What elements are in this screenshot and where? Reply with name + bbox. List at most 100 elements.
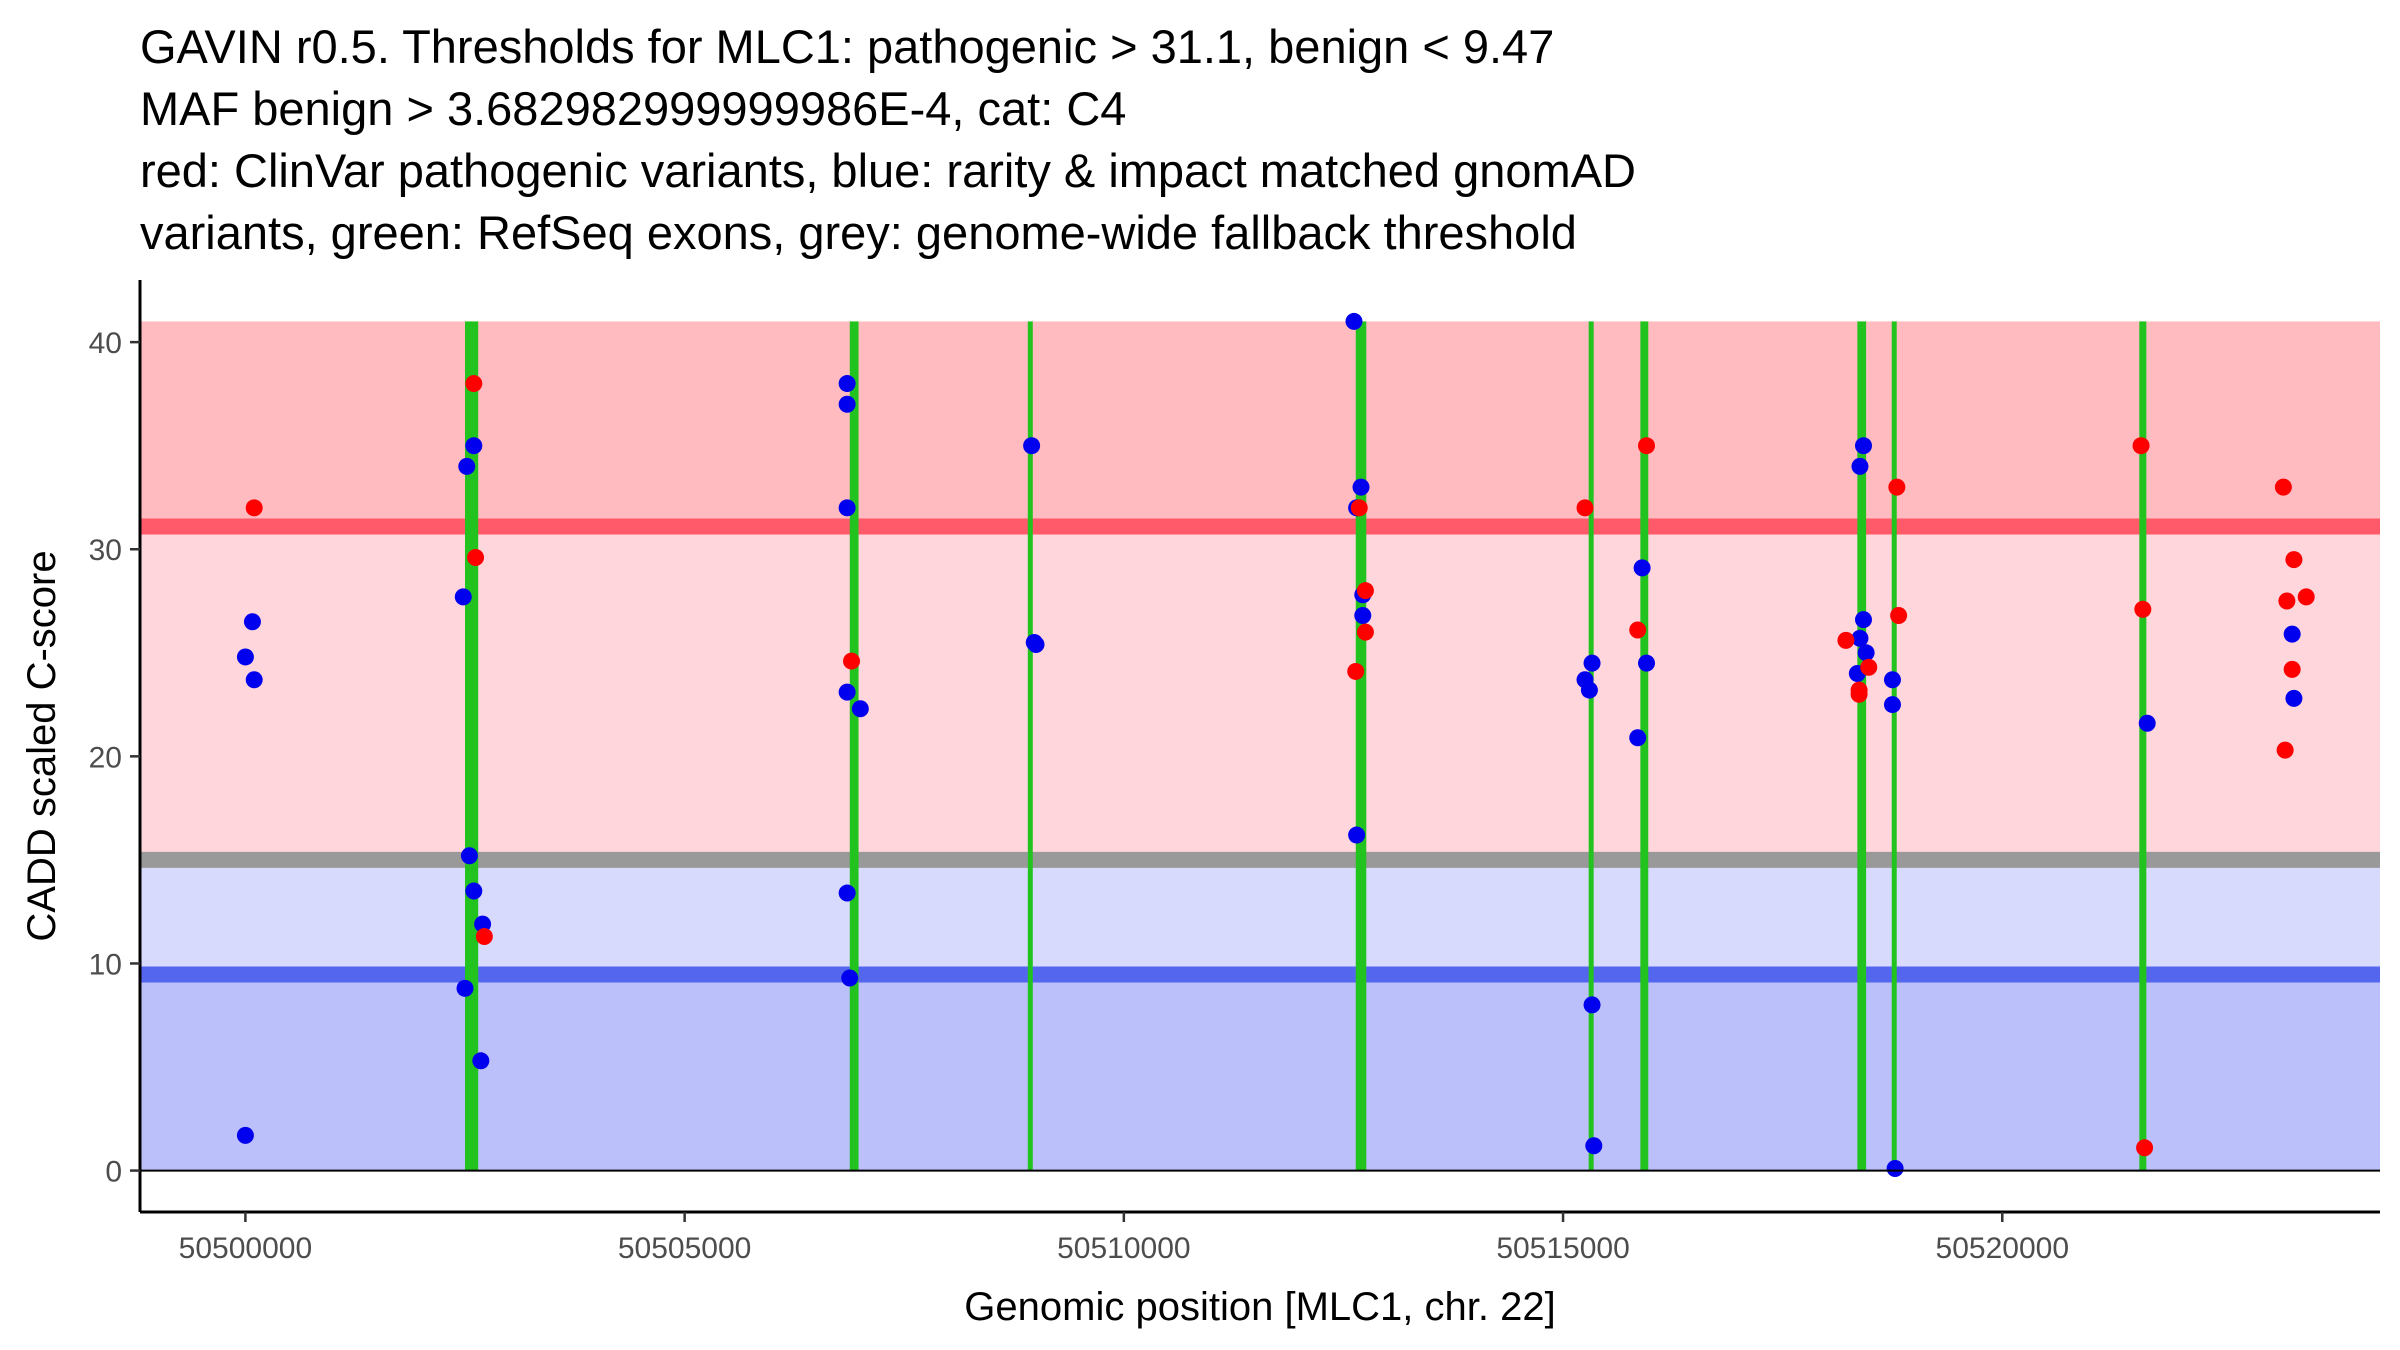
gnomad-point (1851, 629, 1869, 647)
gnomad-point (1886, 1160, 1904, 1178)
gnomad-point (472, 1052, 490, 1070)
clinvar-point (1888, 478, 1906, 496)
clinvar-point (1576, 499, 1594, 517)
title-line-4: variants, green: RefSeq exons, grey: gen… (140, 206, 1577, 259)
gnomad-point (851, 700, 869, 718)
title-line-2: MAF benign > 3.682982999999986E-4, cat: … (140, 82, 1127, 135)
clinvar-point (1347, 662, 1365, 680)
gnomad-point (1354, 607, 1372, 625)
x-tick-label: 50505000 (618, 1232, 751, 1265)
gnomad-point (456, 979, 474, 997)
benign-zone-band (140, 974, 2380, 1171)
axes: 0 10 20 30 40 50500000 50505000 50510000 5051500… (89, 280, 2380, 1265)
gnomad-point (243, 613, 261, 631)
clinvar-point (467, 549, 485, 567)
clinvar-point (1350, 499, 1368, 517)
gnomad-point (245, 671, 263, 689)
exon-5 (1588, 321, 1594, 1171)
gnomad-point (1348, 826, 1366, 844)
gnomad-point (454, 588, 472, 606)
exon-2 (849, 321, 859, 1171)
clinvar-point (2297, 588, 2315, 606)
x-tick-label: 50520000 (1936, 1232, 2069, 1265)
gnomad-point (838, 499, 856, 517)
clinvar-point (2274, 478, 2292, 496)
gnomad-point (458, 457, 476, 475)
exon-6 (1640, 321, 1649, 1171)
uncertain-benign-zone-band (140, 859, 2380, 975)
title-line-1: GAVIN r0.5. Thresholds for MLC1: pathoge… (140, 20, 1555, 73)
gnomad-point (1851, 457, 1869, 475)
clinvar-point (475, 928, 493, 946)
y-tick-label: 10 (89, 948, 122, 981)
gnomad-point (1883, 696, 1901, 714)
clinvar-point (2136, 1139, 2154, 1157)
gnomad-point (2285, 689, 2303, 707)
gnomad-point (236, 648, 254, 666)
y-axis-title: CADD scaled C-score (20, 550, 64, 941)
clinvar-point (2285, 551, 2303, 569)
gnomad-point (841, 969, 859, 987)
threshold-bands (140, 321, 2380, 1171)
exon-4 (1355, 321, 1367, 1171)
gnomad-point (838, 395, 856, 413)
gnomad-point (838, 375, 856, 393)
clinvar-point (1860, 658, 1878, 676)
clinvar-point (2278, 592, 2296, 610)
uncertain-pathogenic-zone-band (140, 526, 2380, 860)
clinvar-point (2132, 437, 2150, 455)
gnomad-point (1629, 729, 1647, 747)
exon-1 (465, 321, 479, 1171)
y-tick-label: 0 (105, 1156, 122, 1189)
gnomad-point (1583, 654, 1601, 672)
x-tick-label: 50510000 (1057, 1232, 1190, 1265)
clinvar-point (1629, 621, 1647, 639)
y-tick-label: 20 (89, 741, 122, 774)
exon-9 (2139, 321, 2147, 1171)
gnomad-point (460, 847, 478, 865)
pathogenic-zone-band (140, 321, 2380, 527)
gnomad-point (1585, 1137, 1603, 1155)
clinvar-point (1890, 607, 1908, 625)
clinvar-point (2134, 600, 2152, 618)
x-tick-label: 50500000 (179, 1232, 312, 1265)
gnomad-point (1883, 671, 1901, 689)
clinvar-point (245, 499, 263, 517)
gnomad-point (1027, 636, 1045, 654)
y-tick-label: 40 (89, 327, 122, 360)
gnomad-point (1638, 654, 1656, 672)
clinvar-point (2283, 660, 2301, 678)
variant-points (236, 312, 2315, 1178)
x-axis-title: Genomic position [MLC1, chr. 22] (964, 1285, 1555, 1329)
exon-7 (1857, 321, 1867, 1171)
clinvar-point (1356, 582, 1374, 600)
clinvar-point (1356, 623, 1374, 641)
gnomad-point (1352, 478, 1370, 496)
clinvar-point (1837, 631, 1855, 649)
gnomad-point (465, 437, 483, 455)
clinvar-point (2276, 741, 2294, 759)
clinvar-point (1638, 437, 1656, 455)
gnomad-point (2138, 714, 2156, 732)
exon-8 (1891, 321, 1897, 1171)
threshold-lines (140, 518, 2380, 983)
title-line-3: red: ClinVar pathogenic variants, blue: … (140, 144, 1636, 197)
gnomad-point (1854, 437, 1872, 455)
y-tick-label: 30 (89, 534, 122, 567)
exon-3 (1027, 321, 1033, 1171)
gnomad-point (2283, 625, 2301, 643)
clinvar-point (1850, 685, 1868, 703)
exon-lines (465, 321, 2147, 1171)
gnomad-point (1023, 437, 1041, 455)
gnomad-point (1580, 681, 1598, 699)
gnomad-point (1345, 312, 1363, 330)
gnomad-point (1633, 559, 1651, 577)
gnomad-point (474, 915, 492, 933)
gnomad-point (1854, 611, 1872, 629)
clinvar-point (843, 652, 861, 670)
gnomad-point (838, 683, 856, 701)
gnomad-point (1857, 644, 1875, 662)
gnomad-point (236, 1126, 254, 1144)
gnomad-point (1583, 996, 1601, 1014)
